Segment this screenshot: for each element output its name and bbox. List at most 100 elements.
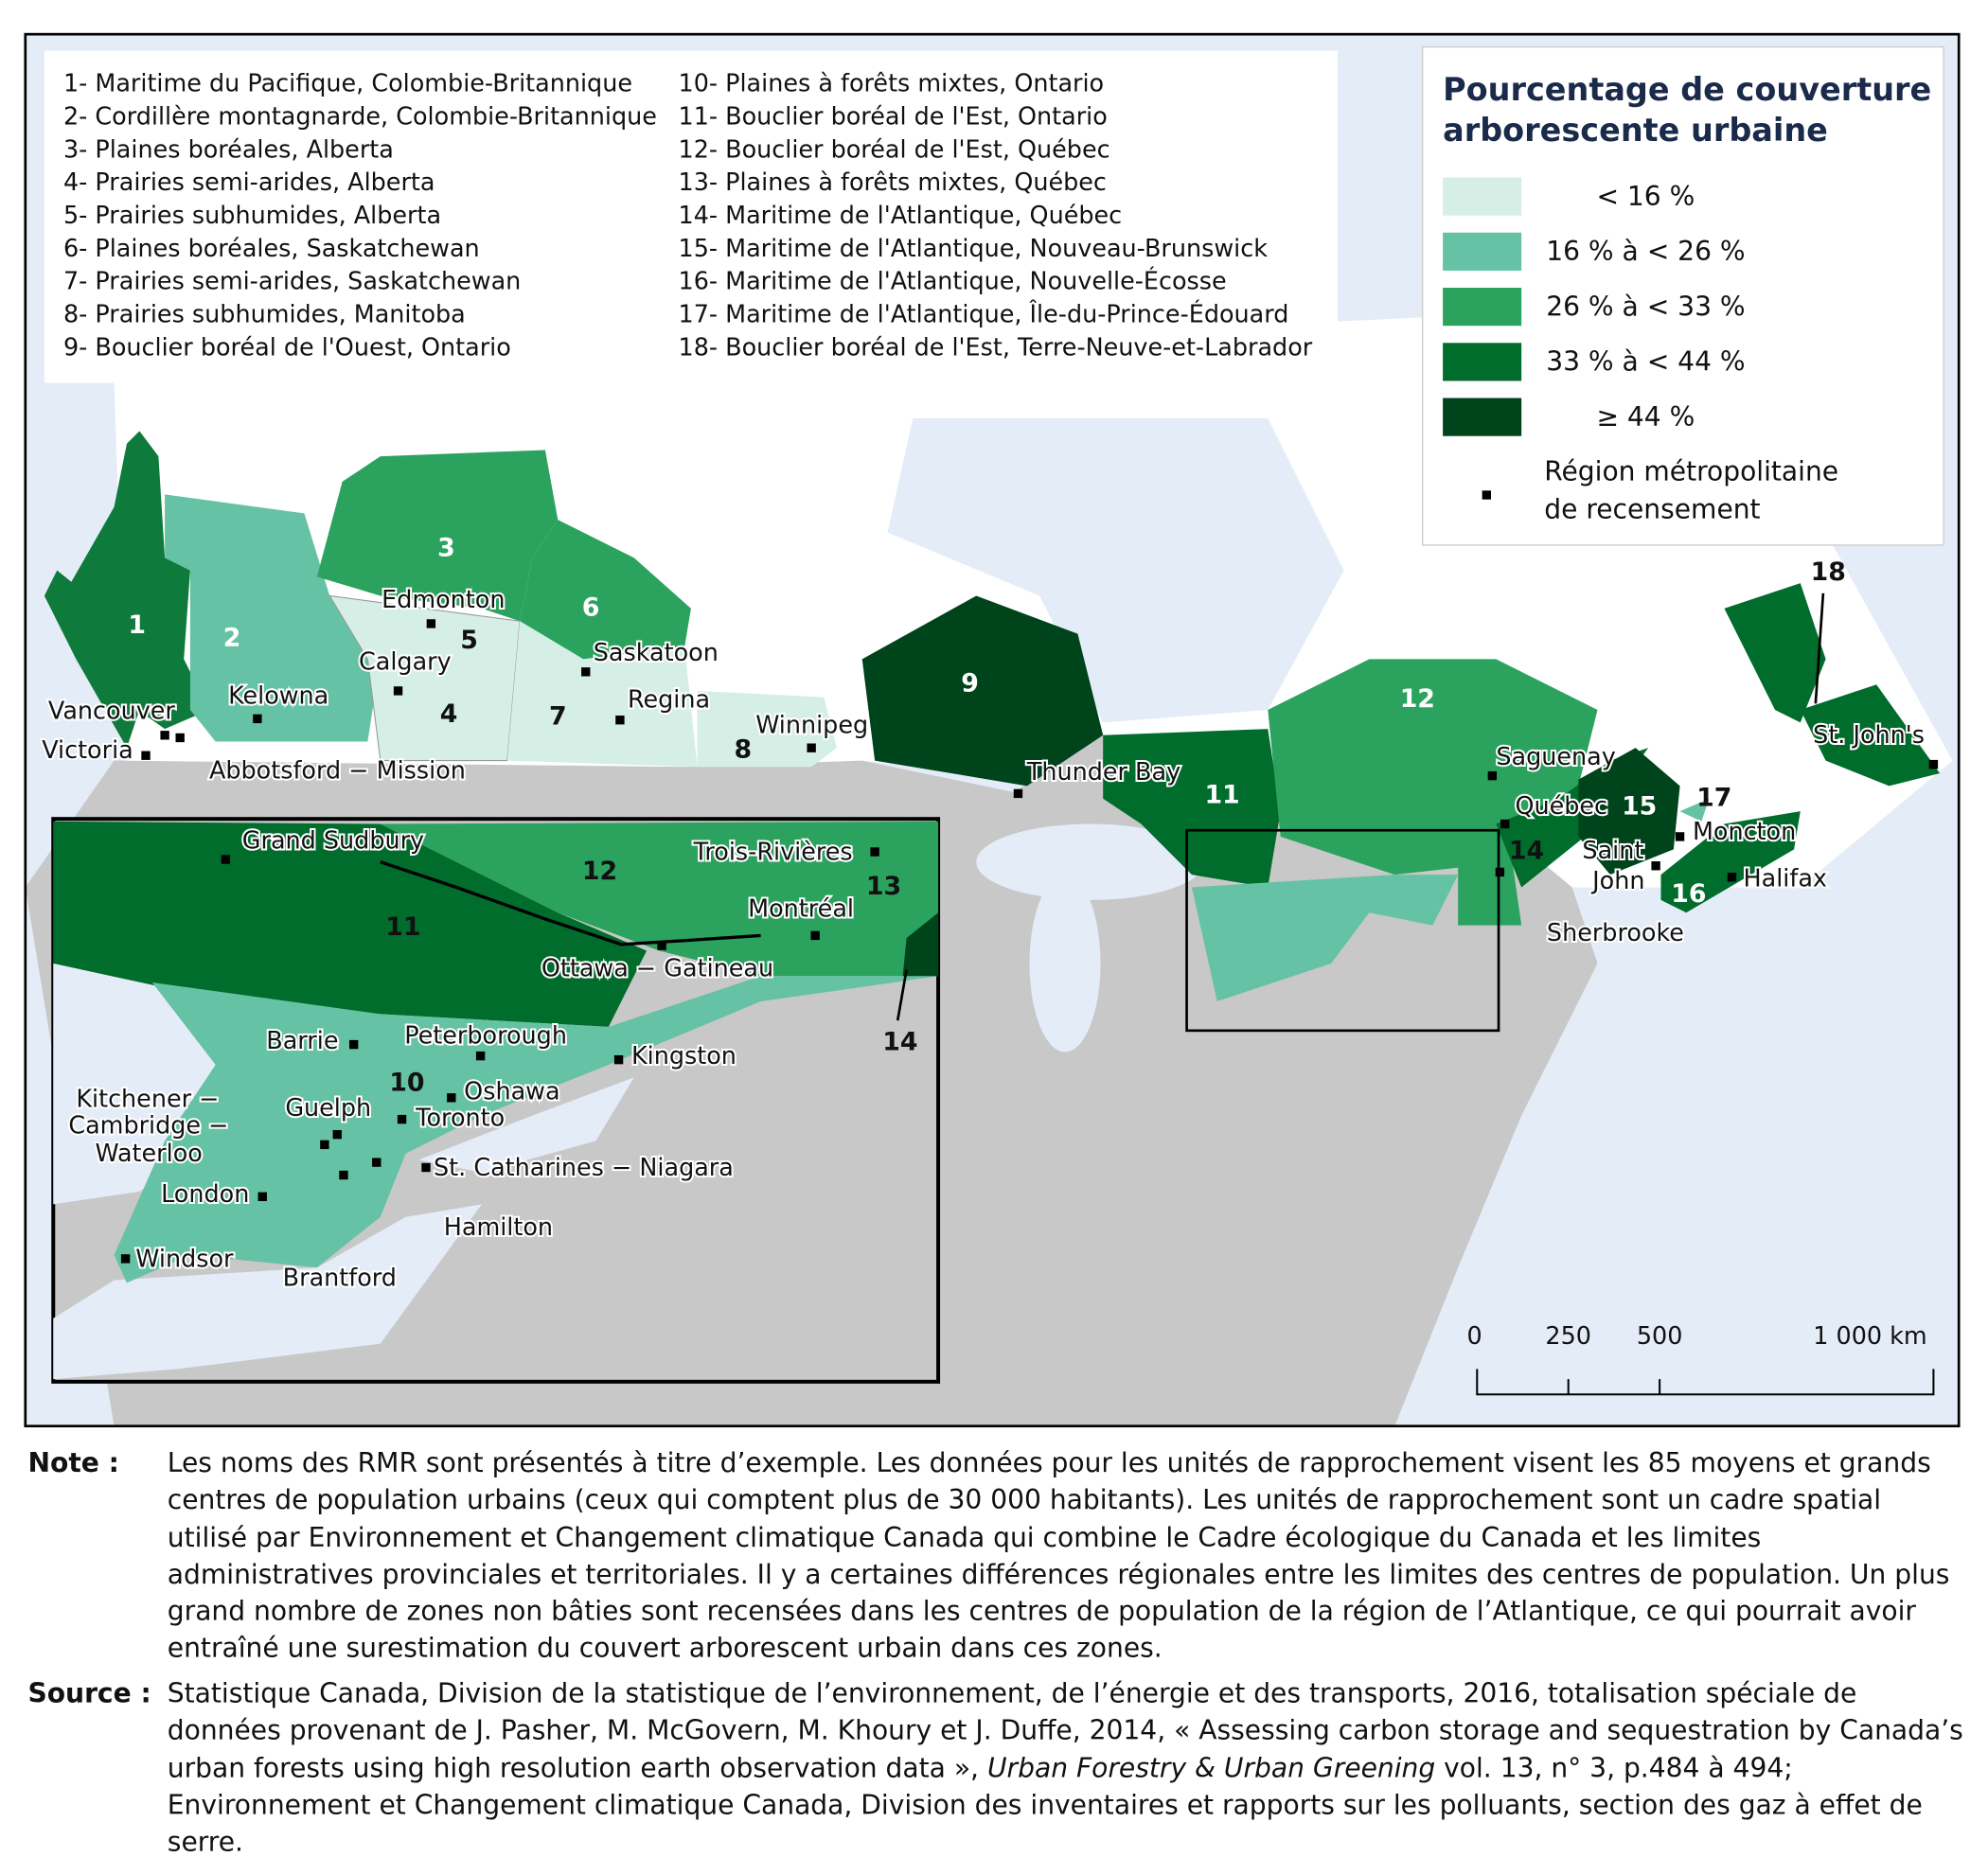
cma-marker (1675, 832, 1685, 841)
region-number: 11 (385, 912, 420, 942)
city-label: Cambridge − (68, 1111, 228, 1140)
city-label: Toronto (415, 1104, 505, 1132)
city-label: Kitchener − (76, 1085, 219, 1113)
cma-marker (1495, 867, 1505, 877)
region-4-5 (328, 594, 521, 762)
cma-marker (1651, 861, 1660, 871)
region-7 (506, 621, 698, 768)
region-list-item: 10- Plaines à forêts mixtes, Ontario (679, 69, 1105, 97)
city-label: Winnipeg (755, 710, 868, 738)
city-label: Calgary (359, 646, 452, 675)
cma-marker (613, 1054, 624, 1065)
note-text: Les noms des RMR sont présentés à titre … (167, 1447, 1950, 1664)
region-number: 12 (582, 857, 617, 886)
region-number: 6 (582, 593, 600, 622)
cma-marker (657, 941, 666, 950)
cma-marker (160, 731, 169, 740)
lake (976, 823, 1205, 900)
map: 1- Maritime du Pacifique, Colombie-Brita… (24, 32, 1961, 1428)
leader-line (896, 969, 908, 1021)
region-number: 10 (389, 1069, 424, 1098)
region-number: 16 (1671, 879, 1706, 909)
cma-marker (257, 1192, 267, 1201)
region-number: 15 (1622, 792, 1657, 822)
city-label: John (1590, 866, 1644, 894)
cma-marker (615, 716, 625, 725)
region-list-item: 13- Plaines à forêts mixtes, Québec (679, 168, 1107, 196)
region-18-labrador (1724, 583, 1826, 723)
cma-marker (397, 1114, 407, 1124)
source-label: Source : (27, 1678, 151, 1709)
legend-cma-label: de recensement (1544, 494, 1760, 525)
region-list-item: 16- Maritime de l'Atlantique, Nouvelle-É… (679, 267, 1227, 295)
inset-region-14 (902, 912, 939, 977)
cma-marker (870, 847, 879, 857)
cma-marker (1727, 873, 1737, 882)
city-label: Barrie (266, 1026, 338, 1054)
city-label: Peterborough (404, 1021, 567, 1050)
scale-bar (1476, 1369, 1935, 1396)
lake (53, 1204, 482, 1380)
region-6 (520, 520, 691, 660)
legend-label: < 16 % (1596, 181, 1695, 212)
city-label: Montréal (748, 894, 854, 923)
cma-marker (332, 1129, 342, 1140)
city-label: London (161, 1179, 249, 1208)
region-number: 12 (1400, 684, 1435, 714)
region-number: 5 (460, 626, 478, 655)
region-number: 14 (1509, 837, 1544, 866)
region-number: 17 (1696, 783, 1731, 812)
source-text: vol. 13, n° 3, p.484 à 494; Environnemen… (167, 1752, 1923, 1858)
region-list-item: 11- Bouclier boréal de l'Est, Ontario (679, 102, 1108, 131)
region-number: 1 (128, 610, 146, 640)
region-3 (316, 450, 559, 622)
legend-label: 26 % à < 33 % (1546, 291, 1745, 322)
cma-marker (120, 1254, 131, 1264)
scale-label: 500 (1637, 1321, 1683, 1350)
cma-marker (393, 686, 403, 696)
legend-cma-marker (1482, 490, 1492, 500)
region-list-item: 9- Bouclier boréal de l'Ouest, Ontario (63, 332, 511, 361)
region-8 (697, 690, 837, 768)
city-label: Saguenay (1496, 742, 1615, 770)
hudson-bay (887, 417, 1344, 723)
legend-label: ≥ 44 % (1596, 401, 1695, 433)
cma-marker (475, 1051, 486, 1061)
legend-classes: < 16 % 16 % à < 26 % 26 % à < 33 % 33 % à <… (1443, 177, 1746, 436)
region-list-item: 8- Prairies subhumides, Manitoba (63, 299, 466, 327)
city-label: Kelowna (228, 681, 328, 710)
city-label: Guelph (285, 1093, 371, 1122)
city-label: Regina (628, 685, 710, 714)
cma-marker (320, 1140, 329, 1150)
region-18-island (1800, 684, 1941, 787)
city-label: Abbotsford − Mission (209, 756, 466, 785)
inset-region-12 (380, 821, 939, 977)
region-number: 4 (440, 699, 458, 729)
region-list-item: 4- Prairies semi-arides, Alberta (63, 168, 435, 196)
region-10 (1191, 875, 1459, 1002)
region-list-item: 3- Plaines boréales, Alberta (63, 134, 394, 163)
region-16 (1660, 811, 1801, 913)
region-number: 9 (961, 669, 979, 699)
region-list-item: 1- Maritime du Pacifique, Colombie-Brita… (63, 69, 632, 97)
city-label: Sherbrooke (1547, 918, 1684, 946)
source-text: Statistique Canada, Division de la stati… (167, 1678, 1963, 1783)
region-number: 3 (437, 533, 455, 562)
inset-region-11 (53, 821, 648, 1027)
cma-marker (1487, 770, 1498, 781)
region-list-item: 12- Bouclier boréal de l'Est, Québec (679, 134, 1110, 163)
cma-marker (141, 751, 151, 760)
note: Note : Les noms des RMR sont présentés à… (27, 1445, 1967, 1668)
lake (1029, 875, 1101, 1052)
legend-cma-label: Région métropolitaine (1544, 456, 1838, 487)
city-label: Waterloo (95, 1139, 202, 1167)
region-15 (1578, 748, 1680, 876)
region-list-item: 14- Maritime de l'Atlantique, Québec (679, 201, 1123, 229)
region-list-box (44, 50, 1338, 383)
cma-marker (581, 667, 591, 677)
legend-title: Pourcentage de couverture (1443, 71, 1931, 108)
cma-marker (175, 733, 185, 743)
city-label: Vancouver (48, 697, 176, 725)
cma-marker (1013, 788, 1023, 799)
